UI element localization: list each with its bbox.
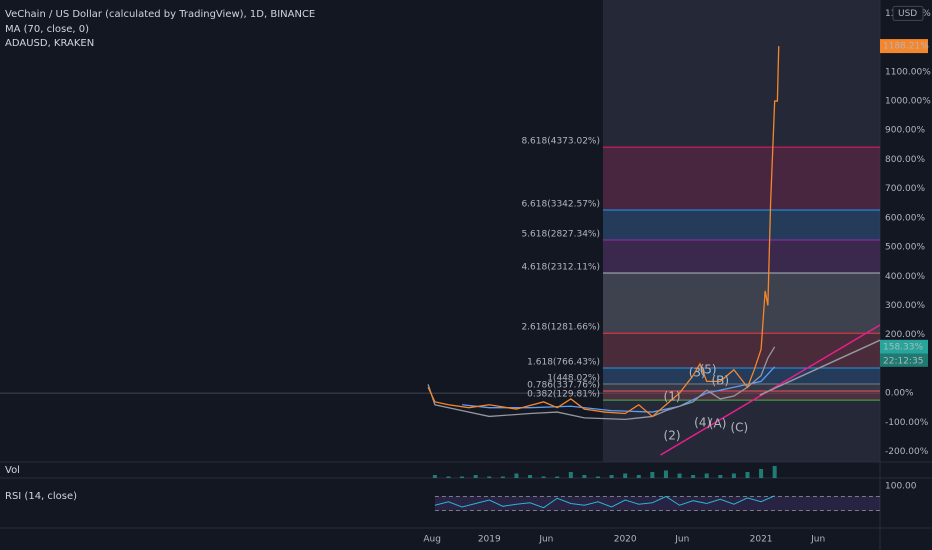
volume-bar — [636, 475, 641, 478]
series-line — [462, 366, 776, 413]
volume-bar — [759, 469, 764, 478]
fib-band — [603, 147, 880, 210]
y-tick-label: 500.00% — [885, 243, 925, 253]
fib-band — [603, 384, 880, 392]
volume-bar — [528, 475, 533, 478]
fib-label: 0.786(337.76%) — [527, 381, 600, 391]
series-line — [427, 346, 776, 421]
y-tick-label: 400.00% — [885, 272, 925, 282]
volume-bar — [677, 473, 682, 478]
volume-bar — [432, 475, 437, 478]
x-tick-label: 2019 — [478, 535, 501, 545]
wave-label: (4) — [694, 416, 711, 430]
price-tag-bg — [880, 39, 928, 54]
fib-label: 1.618(766.43%) — [527, 357, 600, 367]
y-tick-label: -200.00% — [885, 447, 929, 457]
x-tick-label: Aug — [423, 535, 441, 545]
volume-bar — [500, 476, 505, 478]
volume-bar — [568, 472, 573, 478]
series-line — [427, 46, 780, 418]
volume-bar — [460, 476, 465, 478]
wave-label: (5) — [700, 363, 717, 377]
fib-label: 8.618(4373.02%) — [521, 137, 600, 147]
volume-bar — [623, 473, 628, 478]
x-tick-label: 2020 — [614, 535, 637, 545]
y-tick-label: 600.00% — [885, 213, 925, 223]
fib-label: 1(448.02%) — [547, 374, 600, 384]
currency-button[interactable] — [892, 5, 924, 21]
fib-band — [603, 367, 880, 385]
volume-bar — [609, 475, 614, 478]
wave-label: (C) — [730, 421, 748, 435]
volume-bar — [582, 475, 587, 478]
volume-bar — [487, 476, 492, 478]
y-tick-label: 700.00% — [885, 184, 925, 194]
y-tick-label: 300.00% — [885, 301, 925, 311]
fib-label: 4.618(2312.11%) — [521, 263, 600, 273]
wave-label: (2) — [664, 429, 681, 443]
y-tick-label: 1100.00% — [885, 67, 931, 77]
y-tick-label: 0.00% — [885, 389, 914, 399]
countdown: 22:12:35 — [883, 356, 923, 366]
volume-bar — [555, 476, 560, 478]
rsi-line — [434, 495, 775, 509]
wave-label: (B) — [712, 374, 730, 388]
fib-band — [603, 273, 880, 334]
volume-bar — [514, 473, 519, 478]
indicator-label: MA (70, close, 0) — [5, 24, 89, 35]
volume-bar — [446, 476, 451, 478]
volume-bar — [473, 475, 478, 478]
price-tag: 158.33% — [883, 342, 923, 352]
volume-bar — [691, 475, 696, 478]
trendline — [759, 339, 881, 396]
indicator-label: ADAUSD, KRAKEN — [5, 38, 94, 49]
rsi-label: RSI (14, close) — [5, 491, 77, 502]
wave-label: (3) — [689, 366, 706, 380]
rsi-tick-label: 100.00 — [885, 482, 917, 492]
volume-bar — [595, 476, 600, 478]
y-tick-label: 200.00% — [885, 330, 925, 340]
volume-label: Vol — [5, 465, 20, 476]
currency-button-label[interactable]: USD — [898, 9, 917, 19]
price-tag-bg — [880, 339, 928, 354]
wave-label: (A) — [709, 417, 727, 431]
x-tick-label: Jun — [538, 535, 553, 545]
price-tag: 1188.21% — [883, 42, 929, 52]
fib-label: 5.618(2827.34%) — [521, 230, 600, 240]
x-tick-label: 2021 — [750, 535, 773, 545]
y-tick-label: -100.00% — [885, 418, 929, 428]
fib-label: 6.618(3342.57%) — [521, 199, 600, 209]
fib-label: 0.382(129.81%) — [527, 390, 600, 400]
volume-bar — [718, 475, 723, 478]
volume-bar — [772, 466, 777, 478]
fib-label: 2.618(1281.66%) — [521, 323, 600, 333]
volume-bar — [745, 472, 750, 478]
fib-band — [603, 391, 880, 401]
volume-bar — [704, 473, 709, 478]
rsi-band — [434, 496, 880, 511]
chart-title: VeChain / US Dollar (calculated by Tradi… — [5, 9, 315, 20]
x-tick-label: Jun — [674, 535, 689, 545]
volume-bar — [663, 470, 668, 478]
y-tick-label: 900.00% — [885, 126, 925, 136]
volume-bar — [541, 476, 546, 478]
y-tick-label: 1000.00% — [885, 97, 931, 107]
wave-label: (1) — [664, 390, 681, 404]
fib-band — [603, 209, 880, 241]
fib-band — [603, 333, 880, 368]
fib-band — [603, 240, 880, 274]
volume-bar — [650, 472, 655, 478]
x-tick-label: Jun — [810, 535, 825, 545]
countdown-bg — [880, 353, 928, 367]
volume-bar — [731, 473, 736, 478]
y-tick-label: 800.00% — [885, 155, 925, 165]
